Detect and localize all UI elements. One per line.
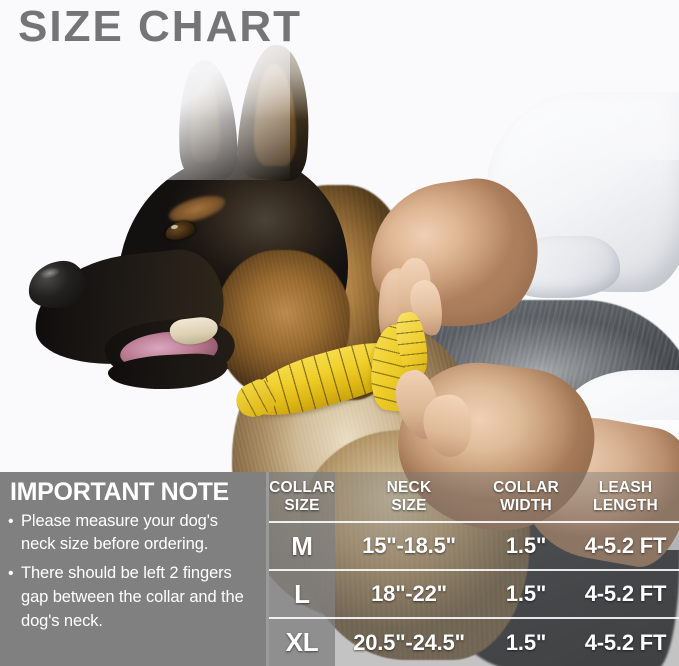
- page-title: SIZE CHART: [18, 2, 302, 51]
- header-line: LENGTH: [593, 496, 658, 514]
- cell-collar-width: 1.5": [483, 569, 569, 618]
- size-table-panel: COLLAR SIZE NECK SIZE COLLAR WIDTH LEA: [266, 472, 679, 666]
- header-line: WIDTH: [500, 496, 552, 514]
- header-line: NECK: [386, 479, 432, 497]
- bullet-icon: •: [8, 565, 14, 583]
- note-item-text: There should be left 2 fingers gap betwe…: [21, 564, 244, 631]
- note-list-item: • Please measure your dog's neck size be…: [8, 510, 256, 558]
- cell-collar-width: 1.5": [483, 617, 569, 666]
- column-header-neck-size: NECK SIZE: [335, 472, 483, 522]
- header-line: COLLAR: [493, 479, 559, 497]
- header-line: SIZE: [391, 496, 427, 514]
- header-line: LEASH: [598, 479, 653, 497]
- important-note-heading: IMPORTANT NOTE: [10, 478, 229, 506]
- cell-neck-size: 15"-18.5": [335, 521, 483, 570]
- cell-leash-length: 4-5.2 FT: [569, 617, 679, 666]
- note-item-text: Please measure your dog's neck size befo…: [21, 511, 218, 554]
- cell-neck-size: 20.5"-24.5": [335, 617, 483, 666]
- size-table: COLLAR SIZE NECK SIZE COLLAR WIDTH LEA: [269, 472, 679, 666]
- header-line: COLLAR: [269, 479, 335, 497]
- table-row: L 18"-22" 1.5" 4-5.2 FT: [269, 569, 679, 618]
- cell-leash-length: 4-5.2 FT: [569, 521, 679, 570]
- cell-collar-width: 1.5": [483, 521, 569, 570]
- header-line: SIZE: [284, 496, 320, 514]
- bottom-info-bar: IMPORTANT NOTE • Please measure your dog…: [0, 472, 679, 666]
- column-header-leash-length: LEASH LENGTH: [569, 472, 679, 522]
- table-row: XL 20.5"-24.5" 1.5" 4-5.2 FT: [269, 617, 679, 666]
- table-row: M 15"-18.5" 1.5" 4-5.2 FT: [269, 521, 679, 570]
- column-header-collar-width: COLLAR WIDTH: [483, 472, 569, 522]
- cell-neck-size: 18"-22": [335, 569, 483, 618]
- table-header-row: COLLAR SIZE NECK SIZE COLLAR WIDTH LEA: [269, 472, 679, 522]
- bullet-icon: •: [8, 512, 14, 530]
- cell-collar-size: L: [269, 569, 335, 618]
- cell-collar-size: M: [269, 521, 335, 570]
- note-list-item: • There should be left 2 fingers gap bet…: [8, 562, 256, 634]
- cell-leash-length: 4-5.2 FT: [569, 569, 679, 618]
- photo-right-fade: [529, 0, 679, 160]
- important-note-panel: IMPORTANT NOTE • Please measure your dog…: [0, 472, 266, 666]
- cell-collar-size: XL: [269, 617, 335, 666]
- photo-corner-fade: [0, 0, 290, 180]
- column-header-collar-size: COLLAR SIZE: [269, 472, 335, 522]
